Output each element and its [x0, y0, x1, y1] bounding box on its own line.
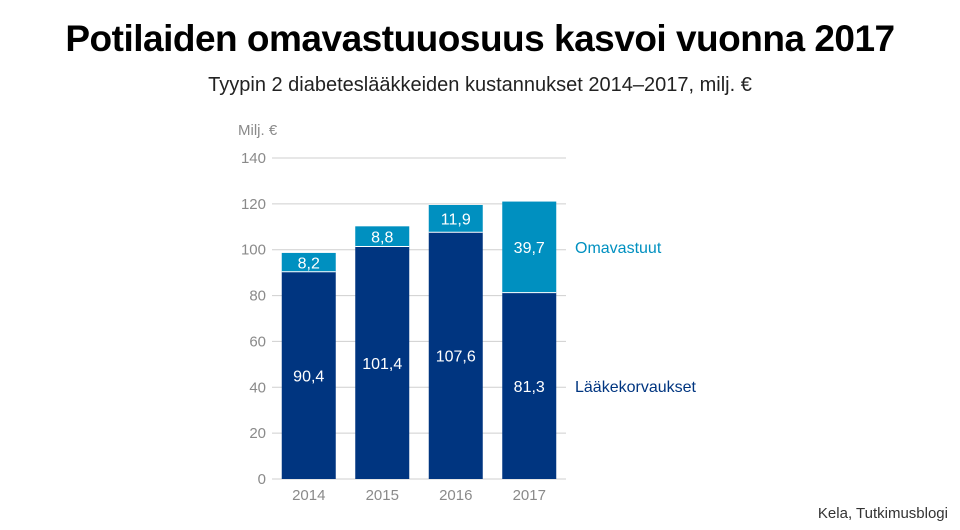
data-label: 81,3	[514, 379, 545, 396]
y-tick-label: 60	[249, 333, 266, 350]
x-tick-label: 2017	[513, 487, 546, 504]
bar-omavastuut	[281, 252, 336, 272]
x-tick-label: 2015	[366, 487, 399, 504]
data-label: 8,2	[298, 255, 320, 272]
data-label: 107,6	[436, 349, 476, 366]
bar-laakekorvaukset	[281, 271, 336, 479]
bar-laakekorvaukset	[428, 232, 483, 479]
y-tick-label: 140	[241, 150, 266, 167]
y-axis-ticks: 0 20 40 60 80 100 120 140	[241, 150, 266, 488]
legend: Lääkekorvaukset Omavastuut	[575, 240, 697, 396]
legend-laakekorvaukset: Lääkekorvaukset	[575, 379, 697, 396]
x-tick-label: 2014	[292, 487, 325, 504]
chart-title: Potilaiden omavastuuosuus kasvoi vuonna …	[65, 18, 895, 59]
x-tick-label: 2016	[439, 487, 472, 504]
data-label: 90,4	[293, 368, 324, 385]
data-label: 101,4	[362, 356, 402, 373]
bar-omavastuut	[502, 201, 557, 293]
y-tick-label: 80	[249, 288, 266, 305]
y-tick-label: 0	[258, 471, 266, 488]
data-label: 39,7	[514, 240, 545, 257]
data-label: 11,9	[441, 212, 471, 229]
legend-omavastuut: Omavastuut	[575, 240, 662, 257]
y-tick-label: 120	[241, 196, 266, 213]
y-tick-label: 100	[241, 242, 266, 259]
source-note: Kela, Tutkimusblogi	[817, 505, 948, 522]
x-axis-ticks: 2014 2015 2016 2017	[292, 487, 546, 504]
chart-subtitle: Tyypin 2 diabeteslääkkeiden kustannukset…	[208, 74, 752, 96]
y-tick-label: 40	[249, 379, 266, 396]
bar-laakekorvaukset	[502, 292, 557, 479]
bar-omavastuut	[355, 226, 410, 247]
y-axis-label: Milj. €	[238, 122, 278, 139]
bars: 90,4 8,2 101,4 8,8 107,6 11,9 81,3 39,7	[281, 201, 557, 479]
bar-omavastuut	[428, 205, 483, 233]
data-label: 8,8	[371, 229, 393, 246]
y-tick-label: 20	[249, 425, 266, 442]
bar-laakekorvaukset	[355, 246, 410, 479]
